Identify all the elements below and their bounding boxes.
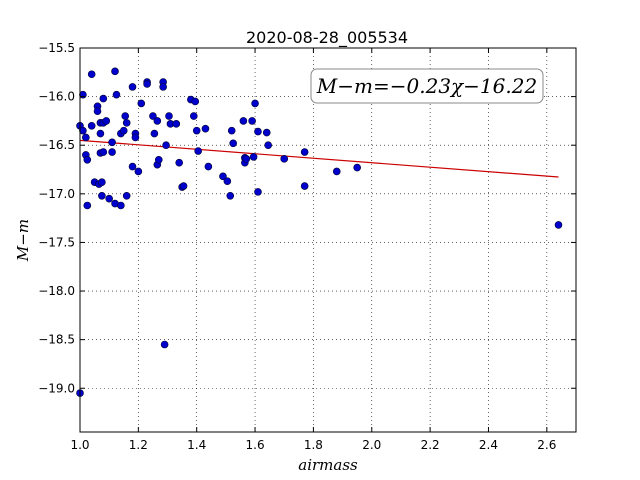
data-point — [153, 117, 162, 125]
data-point — [83, 201, 92, 210]
data-point — [99, 94, 108, 103]
data-point — [128, 162, 137, 171]
x-tick-label: 2.4 — [479, 438, 498, 452]
data-point — [223, 177, 232, 185]
data-point — [353, 163, 361, 172]
data-point — [204, 162, 213, 171]
x-tick-label: 2.6 — [537, 438, 556, 452]
axis-ticks: 1.0 1.2 1.4 1.6 1.8 2.0 2.2 2.4 2.6 −15.5 −16.0 −16… — [38, 41, 576, 452]
data-point — [79, 126, 87, 135]
data-point — [179, 182, 188, 190]
data-point — [280, 155, 289, 163]
annotation-text: M−m=−0.23χ−16.22 — [316, 74, 537, 98]
data-point — [137, 99, 146, 108]
data-point — [93, 107, 102, 115]
x-tick-label: 1.0 — [70, 438, 89, 452]
plot-area-frame — [79, 47, 577, 433]
y-axis-label: M−m — [14, 219, 32, 262]
data-point — [254, 188, 262, 196]
data-point — [83, 155, 92, 164]
data-point — [98, 191, 106, 200]
data-point — [122, 191, 131, 200]
data-point — [108, 148, 116, 156]
data-point — [201, 124, 210, 133]
x-tick-label: 1.4 — [187, 438, 206, 452]
data-point — [82, 133, 90, 142]
data-point — [108, 138, 116, 147]
data-point — [98, 178, 106, 186]
data-point — [87, 70, 96, 79]
data-point — [143, 80, 151, 88]
data-point — [219, 172, 227, 181]
data-point — [165, 112, 173, 120]
y-tick-label: −17.0 — [38, 187, 75, 201]
data-point — [172, 120, 181, 128]
data-point — [134, 167, 143, 176]
data-point — [194, 147, 202, 155]
fit-line-group — [79, 139, 559, 178]
data-point — [162, 141, 170, 150]
data-point — [229, 139, 237, 148]
data-point — [119, 126, 128, 135]
y-tick-label: −17.5 — [38, 235, 75, 249]
x-axis-label: airmass — [298, 456, 358, 474]
data-point — [249, 153, 258, 161]
data-point — [191, 97, 200, 106]
data-point — [239, 117, 248, 125]
data-points — [76, 67, 563, 397]
data-point — [192, 126, 201, 135]
y-tick-label: −19.0 — [38, 381, 75, 395]
data-point — [117, 201, 125, 210]
y-tick-label: −18.0 — [38, 284, 75, 298]
annotation-box — [310, 68, 544, 104]
data-point — [189, 112, 198, 120]
data-point — [300, 148, 309, 156]
data-point — [254, 127, 262, 136]
data-point — [122, 119, 131, 127]
x-tick-label: 1.6 — [246, 438, 265, 452]
data-point — [87, 121, 96, 130]
data-point — [242, 155, 251, 163]
data-point — [105, 194, 113, 203]
data-point — [131, 133, 140, 142]
data-point — [154, 155, 163, 164]
y-tick-label: −16.0 — [38, 90, 75, 104]
y-tick-label: −18.5 — [38, 333, 75, 347]
data-point — [159, 83, 167, 91]
data-point — [251, 99, 259, 108]
data-point — [96, 129, 105, 138]
equation-annotation: M−m=−0.23χ−16.22 — [310, 68, 544, 104]
data-point — [262, 128, 271, 137]
data-point — [554, 221, 563, 229]
y-tick-label: −15.5 — [38, 41, 75, 55]
x-tick-label: 2.2 — [421, 438, 440, 452]
data-point — [150, 129, 159, 138]
data-point — [300, 182, 309, 190]
chart-title: 2020-08-28_005534 — [246, 28, 408, 48]
data-point — [99, 148, 108, 156]
data-point — [102, 117, 111, 125]
y-tick-label: −16.5 — [38, 138, 75, 152]
data-point — [149, 112, 157, 120]
data-point — [111, 67, 119, 76]
data-point — [332, 167, 341, 176]
data-point — [264, 141, 272, 150]
data-point — [227, 126, 236, 135]
fit-line — [79, 139, 559, 178]
data-point — [160, 340, 169, 349]
data-point — [226, 191, 235, 200]
data-point — [121, 112, 130, 120]
data-point — [248, 117, 256, 125]
data-point — [128, 83, 137, 91]
data-point — [175, 158, 183, 167]
data-point — [112, 90, 121, 99]
x-tick-label: 1.2 — [129, 438, 148, 452]
x-tick-label: 2.0 — [362, 438, 381, 452]
x-tick-label: 1.8 — [304, 438, 323, 452]
